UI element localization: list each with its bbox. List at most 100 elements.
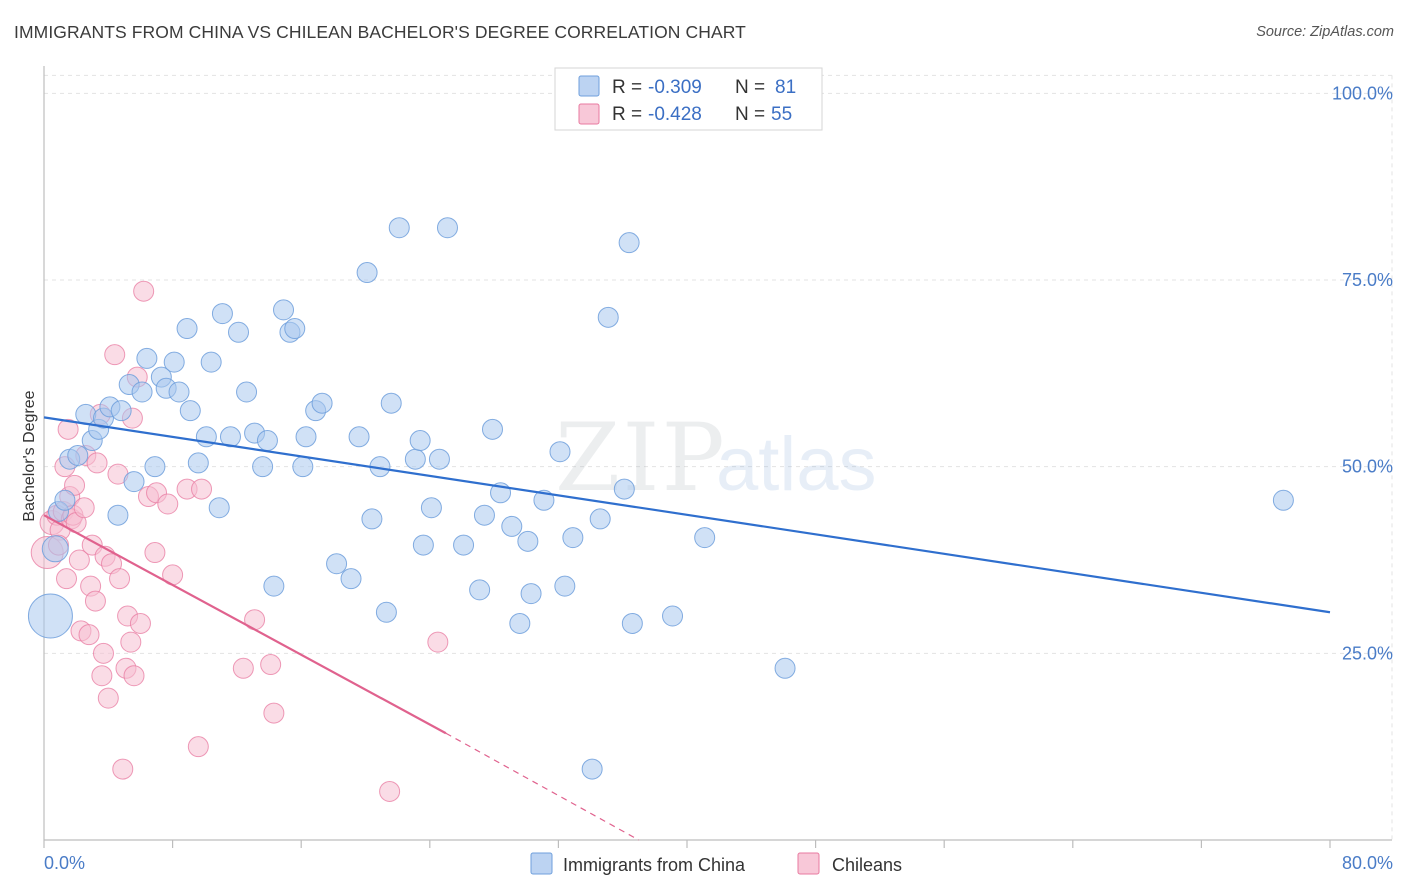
chileans-point xyxy=(120,631,142,653)
china-point xyxy=(388,217,410,239)
chileans-point xyxy=(123,665,145,687)
china-point xyxy=(187,452,209,474)
chileans-point xyxy=(68,549,90,571)
china-point xyxy=(549,441,571,463)
china-point xyxy=(67,444,89,466)
china-point xyxy=(228,321,250,343)
china-point xyxy=(581,758,603,780)
china-point xyxy=(54,489,76,511)
china-point xyxy=(473,504,495,526)
china-point xyxy=(136,347,158,369)
chileans-point xyxy=(191,478,213,500)
chileans-point xyxy=(187,736,209,758)
china-point xyxy=(589,508,611,530)
china-point xyxy=(311,392,333,414)
china-point xyxy=(252,456,274,478)
bottom-legend-swatch-china xyxy=(530,852,553,875)
axes xyxy=(43,66,1392,848)
chileans-point xyxy=(97,687,119,709)
chileans-point xyxy=(232,657,254,679)
china-point xyxy=(501,515,523,537)
china-point xyxy=(618,232,640,254)
bottom-legend-chileans: Chileans xyxy=(832,855,902,875)
china-point xyxy=(179,400,201,422)
china-point xyxy=(284,318,306,340)
china-point xyxy=(356,262,378,284)
legend-r-china: -0.309 xyxy=(648,77,702,98)
china-point xyxy=(597,306,619,328)
stats-legend: R = -0.309 N = 81 R = -0.428 N = 55 xyxy=(554,67,823,131)
chileans-point xyxy=(84,590,106,612)
china-point xyxy=(412,534,434,556)
china-point xyxy=(420,497,442,519)
series-legend: Immigrants from China Chileans xyxy=(530,852,902,875)
chileans-trend-line xyxy=(43,514,447,735)
legend-r-label-china: R = xyxy=(612,77,642,98)
chileans-point xyxy=(144,542,166,564)
china-point xyxy=(163,351,185,373)
china-point xyxy=(211,303,233,325)
china-point xyxy=(361,508,383,530)
china-point xyxy=(27,593,73,639)
china-point xyxy=(436,217,458,239)
china-point xyxy=(123,471,145,493)
china-point xyxy=(110,400,132,422)
china-point xyxy=(256,430,278,452)
china-point xyxy=(176,318,198,340)
chileans-point xyxy=(109,568,131,590)
legend-r-chileans: -0.428 xyxy=(648,104,702,125)
y-tick-label: 25.0% xyxy=(1342,643,1393,663)
china-point xyxy=(481,418,503,440)
china-point xyxy=(263,575,285,597)
chileans-point xyxy=(379,780,401,802)
china-point xyxy=(509,612,531,634)
china-point xyxy=(219,426,241,448)
china-point xyxy=(326,553,348,575)
legend-swatch-chileans xyxy=(578,103,600,125)
legend-n-chileans: 55 xyxy=(771,104,792,125)
watermark-atlas: atlas xyxy=(716,422,877,507)
chart-title: IMMIGRANTS FROM CHINA VS CHILEAN BACHELO… xyxy=(14,22,746,42)
chileans-point xyxy=(56,568,78,590)
bottom-legend-china: Immigrants from China xyxy=(563,855,746,875)
legend-n-china: 81 xyxy=(775,77,796,98)
china-point xyxy=(375,601,397,623)
chileans-point xyxy=(133,280,155,302)
china-point xyxy=(208,497,230,519)
china-point xyxy=(168,381,190,403)
chileans-point xyxy=(86,452,108,474)
trend-lines xyxy=(43,416,1331,841)
china-point xyxy=(621,612,643,634)
y-axis-title: Bachelor's Degree xyxy=(21,390,38,521)
china-point xyxy=(295,426,317,448)
chart-source: Source: ZipAtlas.com xyxy=(1256,24,1394,40)
china-point xyxy=(236,381,258,403)
chileans-point xyxy=(157,493,179,515)
x-tick-max: 80.0% xyxy=(1342,853,1393,873)
china-point xyxy=(292,456,314,478)
chileans-point xyxy=(129,612,151,634)
china-point xyxy=(131,381,153,403)
china-point xyxy=(533,489,555,511)
china-point xyxy=(469,579,491,601)
y-tick-label: 100.0% xyxy=(1332,83,1393,103)
china-point xyxy=(273,299,295,321)
chileans-point xyxy=(92,642,114,664)
chileans-point xyxy=(73,497,95,519)
china-point xyxy=(41,535,69,563)
china-point xyxy=(144,456,166,478)
y-tick-label: 50.0% xyxy=(1342,457,1393,477)
china-point xyxy=(554,575,576,597)
chileans-point xyxy=(91,665,113,687)
china-point xyxy=(613,478,635,500)
chileans-point xyxy=(78,624,100,646)
legend-n-label-chileans: N = xyxy=(735,104,765,125)
legend-swatch-china xyxy=(578,75,600,97)
china-point xyxy=(107,504,129,526)
legend-r-label-chileans: R = xyxy=(612,104,642,125)
watermark-zip: ZIP xyxy=(555,404,727,513)
china-point xyxy=(200,351,222,373)
china-point xyxy=(409,430,431,452)
china-point xyxy=(774,657,796,679)
